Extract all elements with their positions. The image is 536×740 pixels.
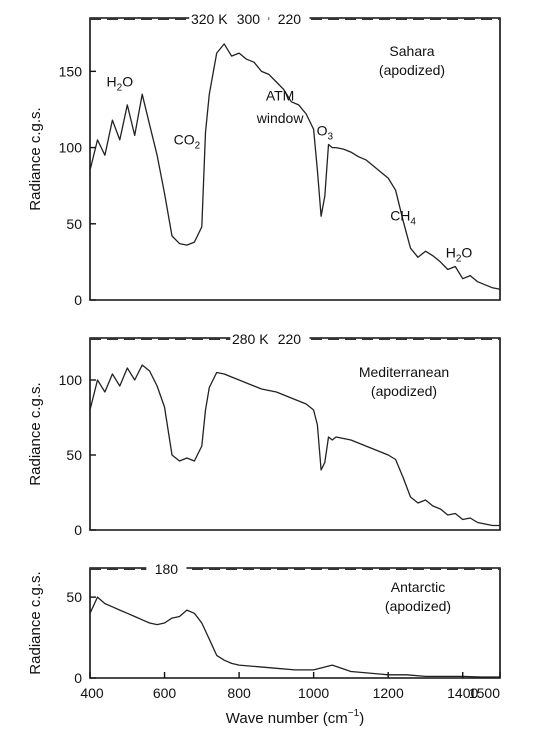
panel-sahara-annotations: H2O CO2 ATM window O3 CH4 H2O — [107, 74, 473, 265]
panel-mediterranean-bb-labels: 280 K260240220 — [230, 329, 310, 347]
panel-antarctic-spectrum-line — [89, 596, 500, 678]
blackbody-label: 320 K — [191, 11, 228, 27]
molecule-label: H2O — [107, 74, 134, 94]
panel-antarctic-yticks: 0 50 — [66, 589, 96, 686]
y-tick-label: 50 — [66, 216, 82, 232]
panel-sahara-subtitle: (apodized) — [379, 62, 445, 78]
y-tick-label: 0 — [74, 522, 82, 538]
panel-antarctic-title: Antarctic — [391, 579, 445, 595]
panel-mediterranean-spectrum-line — [89, 364, 500, 527]
x-tick-label: 1200 — [373, 685, 404, 701]
panel-antarctic-ylabel: Radiance c.g.s. — [27, 571, 44, 674]
panel-mediterranean: 0 50 100 280 K260240220 Mediterranean (apo… — [27, 329, 501, 538]
panel-antarctic-bb-labels: 220 K180 — [146, 559, 187, 577]
blackbody-label: 220 — [278, 331, 302, 347]
panel-sahara-frame — [89, 17, 501, 301]
x-tick-label: 600 — [153, 685, 177, 701]
y-tick-label: 0 — [74, 670, 82, 686]
y-tick-label: 50 — [66, 447, 82, 463]
x-tick-label: 1400 — [447, 685, 478, 701]
y-tick-label: 100 — [59, 372, 83, 388]
blackbody-label-mask — [230, 329, 271, 347]
molecule-label: O3 — [317, 122, 334, 142]
panel-sahara-title: Sahara — [389, 43, 434, 59]
blackbody-label-mask — [189, 9, 230, 27]
molecule-label: ATM — [266, 87, 295, 103]
panel-mediterranean-subtitle: (apodized) — [371, 383, 437, 399]
blackbody-label: 180 — [155, 561, 179, 577]
panel-mediterranean-ylabel: Radiance c.g.s. — [27, 382, 44, 485]
blackbody-label: 220 — [278, 11, 302, 27]
x-tick-label: 800 — [227, 685, 251, 701]
panel-sahara-ylabel: Radiance c.g.s. — [27, 107, 44, 210]
panel-sahara-bb-labels: 320 K300280260240220 — [189, 9, 310, 27]
y-tick-label: 0 — [74, 292, 82, 308]
molecule-label: H2O — [446, 244, 473, 264]
blackbody-label-mask — [269, 329, 310, 347]
panel-sahara-spectrum-line — [89, 43, 501, 290]
x-tick-label: 1500 — [469, 685, 500, 701]
y-tick-label: 50 — [66, 589, 82, 605]
y-tick-label: 100 — [59, 140, 83, 156]
blackbody-label: 300 — [237, 11, 261, 27]
molecule-label: CH4 — [390, 208, 416, 228]
panel-mediterranean-title: Mediterranean — [359, 364, 449, 380]
molecule-label: CO2 — [174, 132, 201, 152]
y-tick-label: 150 — [59, 63, 83, 79]
blackbody-label-mask — [228, 9, 269, 27]
x-tick-label: 1000 — [298, 685, 329, 701]
blackbody-label-mask — [269, 9, 310, 27]
panel-mediterranean-yticks: 0 50 100 — [59, 372, 96, 538]
panel-antarctic-subtitle: (apodized) — [385, 598, 451, 614]
panel-sahara-yticks: 0 50 100 150 — [59, 63, 96, 308]
x-tick-label: 400 — [80, 685, 104, 701]
blackbody-label: 280 K — [232, 331, 269, 347]
blackbody-label-mask — [146, 559, 187, 577]
x-axis-label: Wave number (cm−1) — [226, 708, 364, 727]
molecule-label: window — [256, 110, 305, 126]
